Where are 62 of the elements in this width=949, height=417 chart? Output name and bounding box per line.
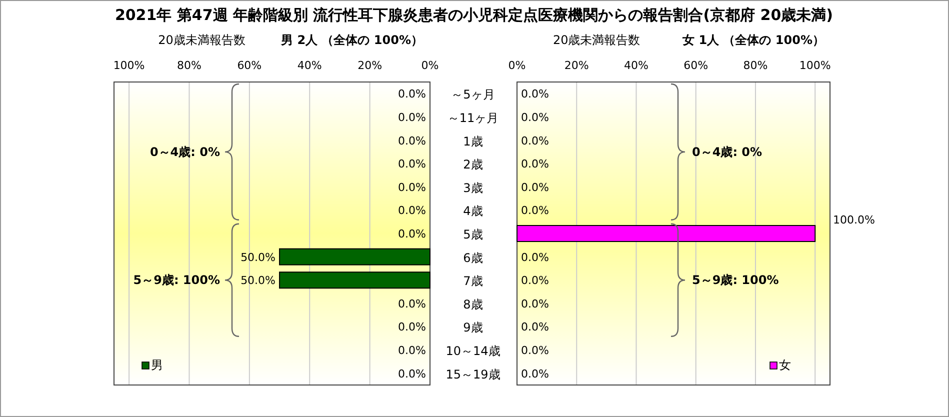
text: 2021年 第47週 年齢階級別 流行性耳下腺炎患者の小児科定点医療機関からの報告割合(京都府 20歳未満) xyxy=(114,6,834,24)
data-label: 50.0% xyxy=(240,274,276,288)
data-label: 0.0% xyxy=(398,367,426,380)
x-tick-label: 60% xyxy=(237,59,262,72)
x-tick-label: 80% xyxy=(743,59,768,72)
y-tick-label: 8歳 xyxy=(463,297,483,312)
y-tick-label: 9歳 xyxy=(463,320,483,335)
data-label: 0.0% xyxy=(398,297,426,310)
annotation: 5～9歳: 100% xyxy=(692,273,779,288)
y-tick-label: 5歳 xyxy=(463,228,483,242)
data-label: 0.0% xyxy=(398,158,426,171)
y-tick-label: 6歳 xyxy=(463,250,483,265)
x-tick-label: 60% xyxy=(684,59,708,72)
y-tick-label: 7歳 xyxy=(463,274,483,288)
data-label: 0.0% xyxy=(398,110,426,124)
annotation: 5～9歳: 100% xyxy=(133,273,220,288)
x-tick-label: 40% xyxy=(297,59,322,72)
data-label: 100.0% xyxy=(833,214,875,226)
data-label: 0.0% xyxy=(521,180,549,194)
data-label: 0.0% xyxy=(521,250,549,264)
data-label: 0.0% xyxy=(398,204,426,218)
x-axis-title: 20歳未満報告数 xyxy=(552,33,640,47)
legend-label: 女 xyxy=(779,358,791,372)
data-label: 50.0% xyxy=(240,250,276,264)
annotation: 0～4歳: 0% xyxy=(150,144,220,159)
x-tick-label: 20% xyxy=(358,59,382,72)
y-tick-label: 3歳 xyxy=(463,180,483,195)
data-label: 0.0% xyxy=(398,88,426,101)
data-label: 0.0% xyxy=(521,274,549,288)
x-tick-label: 20% xyxy=(564,59,589,72)
x-tick-label: 100% xyxy=(113,59,145,72)
x-tick-label: 40% xyxy=(624,59,648,72)
y-tick-label: ～11ヶ月 xyxy=(447,110,499,125)
data-label: 0.0% xyxy=(521,110,549,124)
data-label: 0.0% xyxy=(521,367,549,380)
data-label: 0.0% xyxy=(521,297,549,310)
data-label: 0.0% xyxy=(398,180,426,194)
chart-subtitle: 女 1人 （全体の 100%） xyxy=(682,33,824,47)
y-tick-label: 2歳 xyxy=(463,158,483,172)
x-tick-label: 80% xyxy=(177,59,202,72)
data-label: 0.0% xyxy=(398,134,426,148)
data-label: 0.0% xyxy=(521,158,549,171)
x-tick-label: 0% xyxy=(508,59,526,72)
x-tick-label: 100% xyxy=(799,59,831,72)
annotation: 0～4歳: 0% xyxy=(692,144,762,159)
y-tick-label: ～5ヶ月 xyxy=(451,88,495,102)
data-label: 0.0% xyxy=(521,344,549,358)
y-tick-label: 4歳 xyxy=(463,204,483,218)
x-axis-title: 20歳未満報告数 xyxy=(158,33,246,47)
data-label: 0.0% xyxy=(521,134,549,148)
data-label: 0.0% xyxy=(398,228,426,240)
y-tick-label: 10～14歳 xyxy=(446,344,500,358)
chart-subtitle: 男 2人 （全体の 100%） xyxy=(280,33,423,47)
x-tick-label: 0% xyxy=(421,59,439,72)
data-label: 0.0% xyxy=(521,88,549,101)
y-tick-label: 1歳 xyxy=(463,134,483,148)
y-tick-label: 15～19歳 xyxy=(446,367,500,382)
data-label: 0.0% xyxy=(398,344,426,358)
data-label: 0.0% xyxy=(521,320,549,334)
data-label: 0.0% xyxy=(521,204,549,218)
legend-label: 男 xyxy=(151,358,163,372)
data-label: 0.0% xyxy=(398,320,426,334)
